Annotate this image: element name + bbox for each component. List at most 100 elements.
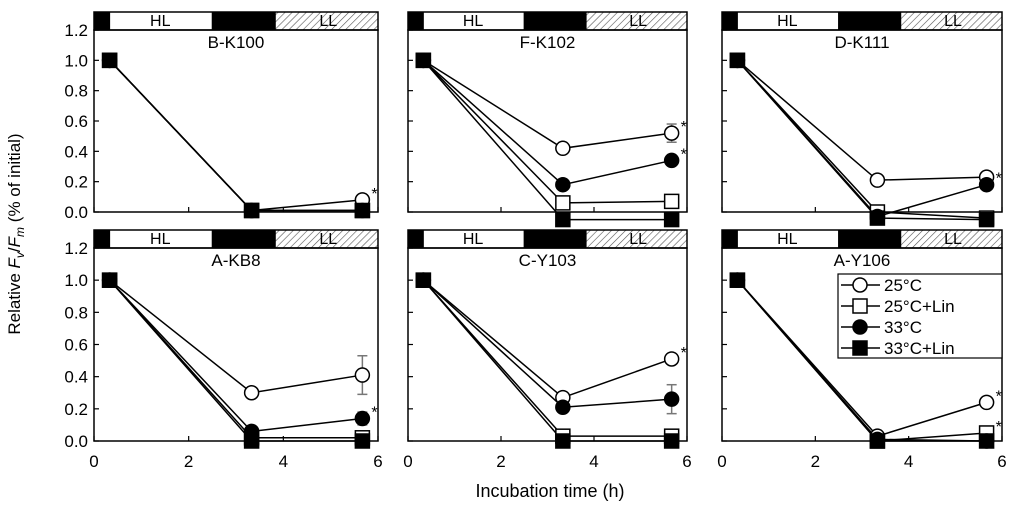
panel-b-k100-line-25c-lin bbox=[109, 59, 363, 212]
panel-f-k102-significance-33c: * bbox=[681, 146, 687, 163]
panel-a-kb8-marker-33c-2 bbox=[354, 410, 371, 427]
panel-c-y103-title: C-Y103 bbox=[519, 251, 577, 270]
panel-a-kb8-ytick-label: 1.2 bbox=[64, 239, 88, 258]
panel-d-k111: HL D LL D-K111 * bbox=[721, 11, 1003, 228]
panel-f-k102-marker-33c-lin-1 bbox=[555, 211, 571, 228]
panel-a-kb8-ytick-label: 0.2 bbox=[64, 400, 88, 419]
panel-a-y106-marker-25c-2 bbox=[978, 394, 995, 411]
panel-a-y106-xtick-label: 0 bbox=[717, 452, 726, 471]
panel-a-y106-marker-33c-0 bbox=[729, 272, 746, 288]
panel-b-k100-light-label-ll: LL bbox=[319, 13, 337, 30]
legend-label-25c: 25°C bbox=[884, 276, 922, 295]
panel-a-y106-xtick-label: 2 bbox=[811, 452, 820, 471]
panel-c-y103-light-bar-dark-start bbox=[407, 229, 424, 249]
panel-b-k100-ytick-label: 1.2 bbox=[64, 21, 88, 40]
panel-b-k100-marker-33c-2 bbox=[354, 202, 371, 219]
panel-f-k102-marker-25c-2 bbox=[663, 125, 680, 141]
panel-f-k102-marker-33c-lin-2 bbox=[663, 211, 680, 228]
panel-d-k111-line-25c-lin bbox=[736, 59, 987, 219]
panel-a-kb8-line-25c bbox=[109, 279, 363, 394]
panel-a-kb8-marker-33c-lin-2 bbox=[354, 433, 371, 449]
panel-b-k100-light-bar-dark-start bbox=[93, 11, 111, 31]
x-axis-label: Incubation time (h) bbox=[475, 481, 624, 501]
panel-d-k111-title: D-K111 bbox=[834, 33, 889, 52]
panel-d-k111-marker-33c-1 bbox=[869, 208, 886, 225]
panel-a-kb8-ytick-label: 0.4 bbox=[64, 368, 88, 387]
panel-a-kb8: HL D LL 0.0 0.2 0.4 0.6 0.8 1.0 1.2 0 2 4 6 A-KB8 * bbox=[64, 229, 383, 471]
panel-a-kb8-ytick-label: 0.6 bbox=[64, 336, 88, 355]
panel-c-y103-line-33c bbox=[422, 279, 672, 408]
panel-a-kb8-marker-33c-1 bbox=[243, 423, 260, 440]
panel-a-y106-light-label-ll: LL bbox=[944, 231, 962, 248]
panel-f-k102-light-label-ll: LL bbox=[629, 13, 647, 30]
panel-a-kb8-light-bar-dark-start bbox=[93, 229, 111, 249]
panel-a-kb8-frame bbox=[93, 247, 379, 442]
panel-b-k100-line-33c-lin bbox=[109, 59, 363, 212]
panel-d-k111-light-label-hl: HL bbox=[777, 13, 798, 30]
panel-a-kb8-ytick-label: 1.0 bbox=[64, 271, 88, 290]
panel-d-k111-frame bbox=[721, 29, 1003, 213]
legend: 25°C 25°C+Lin 33°C 33°C+Lin bbox=[837, 273, 1003, 359]
panel-c-y103-marker-33c-lin-1 bbox=[555, 433, 571, 449]
panel-c-y103-xtick-label: 4 bbox=[589, 452, 598, 471]
panel-a-kb8-ytick-label: 0.8 bbox=[64, 303, 88, 322]
panel-c-y103-marker-25c-2 bbox=[663, 351, 680, 367]
panel-a-kb8-line-33c bbox=[109, 279, 363, 433]
panel-f-k102-marker-33c-1 bbox=[555, 176, 571, 193]
panel-a-kb8-xtick-label: 0 bbox=[89, 452, 98, 471]
panel-a-y106-light-label-d: D bbox=[863, 231, 875, 248]
panel-c-y103-frame bbox=[407, 247, 688, 442]
panel-c-y103-xtick-label: 2 bbox=[496, 452, 505, 471]
panel-c-y103-line-33c-lin bbox=[422, 279, 672, 442]
panel-a-kb8-light-label-ll: LL bbox=[319, 231, 337, 248]
panel-b-k100-line-33c bbox=[109, 59, 363, 212]
panel-c-y103-line-25c-lin bbox=[422, 279, 672, 437]
panel-b-k100: HL D LL 0.0 0.2 0.4 0.6 0.8 1.0 1.2 B-K100 * bbox=[64, 11, 379, 222]
panel-f-k102-light-label-hl: HL bbox=[463, 13, 484, 30]
panel-f-k102-significance-25c: * bbox=[681, 119, 687, 136]
panel-a-kb8-significance-33c: * bbox=[371, 404, 377, 421]
legend-marker-legend-25c-lin bbox=[852, 298, 868, 314]
panel-b-k100-marker-33c-0 bbox=[101, 52, 118, 69]
panel-c-y103-light-label-d: D bbox=[549, 231, 561, 248]
panel-c-y103-marker-33c-2 bbox=[663, 391, 680, 407]
panel-b-k100-ytick-label: 0.2 bbox=[64, 173, 88, 192]
panel-c-y103-marker-33c-1 bbox=[555, 399, 571, 415]
panel-f-k102-marker-25c-lin-2 bbox=[663, 193, 680, 210]
panel-d-k111-light-label-ll: LL bbox=[944, 13, 962, 30]
panel-a-kb8-marker-25c-2 bbox=[354, 367, 371, 383]
panel-b-k100-ytick-label: 0.8 bbox=[64, 82, 88, 101]
panel-c-y103-light-label-hl: HL bbox=[463, 231, 484, 248]
panel-f-k102-marker-33c-0 bbox=[415, 52, 432, 69]
panel-c-y103-line-25c bbox=[422, 279, 672, 399]
panel-b-k100-frame bbox=[93, 29, 379, 213]
panel-a-y106-light-bar-dark-start bbox=[721, 229, 738, 249]
panel-c-y103: HL D LL 0 2 4 6 C-Y103 * bbox=[403, 229, 692, 471]
panel-d-k111-marker-33c-lin-2 bbox=[978, 211, 995, 228]
panel-a-y106-significance-25c: * bbox=[996, 388, 1002, 405]
panel-b-k100-title: B-K100 bbox=[208, 33, 265, 52]
legend-label-25c-lin: 25°C+Lin bbox=[884, 297, 955, 316]
panel-f-k102-line-25c bbox=[422, 59, 672, 150]
panel-a-kb8-line-33c-lin bbox=[109, 279, 363, 442]
panels: HL D LL 0.0 0.2 0.4 0.6 0.8 1.0 1.2 B-K100 * HL D LL F-… bbox=[64, 11, 1007, 471]
panel-a-kb8-title: A-KB8 bbox=[211, 251, 260, 270]
panel-a-y106-xtick-label: 4 bbox=[904, 452, 913, 471]
panel-b-k100-ytick-label: 1.0 bbox=[64, 51, 88, 70]
panel-f-k102-marker-25c-1 bbox=[555, 140, 571, 157]
y-axis-label: Relative Fv/Fm (% of initial) bbox=[5, 133, 27, 334]
panel-c-y103-marker-33c-0 bbox=[415, 272, 432, 288]
panel-d-k111-line-25c bbox=[736, 59, 987, 181]
panel-a-y106-xtick-label: 6 bbox=[997, 452, 1006, 471]
legend-label-33c: 33°C bbox=[884, 318, 922, 337]
panel-f-k102-marker-25c-lin-1 bbox=[555, 195, 571, 211]
panel-f-k102-light-bar-dark-start bbox=[407, 11, 424, 31]
panel-b-k100-ytick-label: 0.4 bbox=[64, 142, 88, 161]
panel-c-y103-light-label-ll: LL bbox=[629, 231, 647, 248]
panel-d-k111-line-33c bbox=[736, 59, 987, 218]
panel-f-k102-title: F-K102 bbox=[520, 33, 576, 52]
panel-b-k100-line-25c bbox=[109, 59, 363, 212]
panel-d-k111-light-label-d: D bbox=[863, 13, 875, 30]
panel-a-kb8-light-label-hl: HL bbox=[150, 231, 171, 248]
